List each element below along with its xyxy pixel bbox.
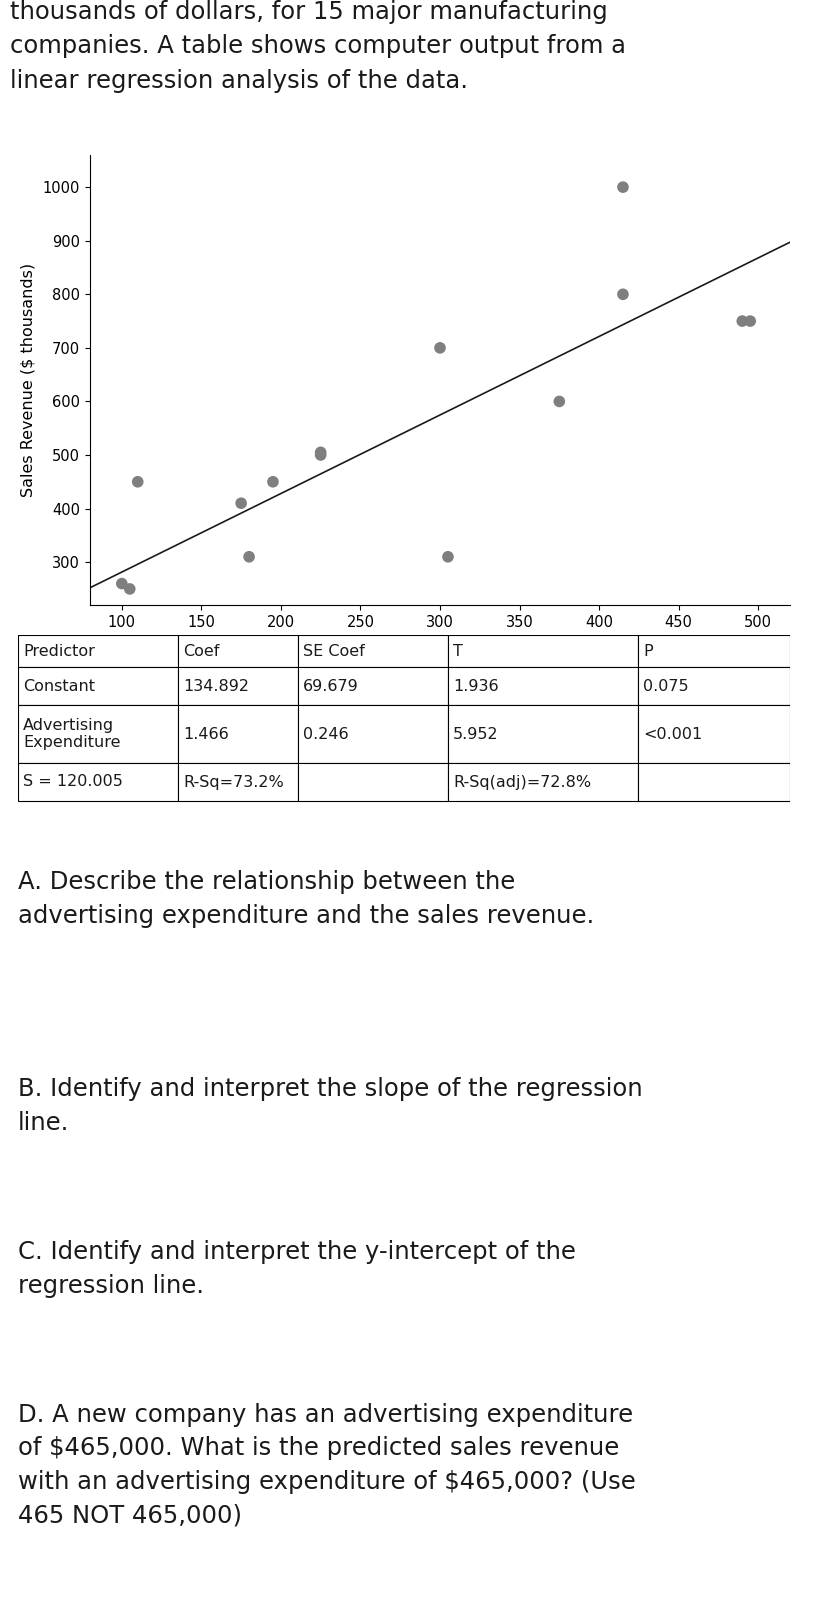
Bar (18, 764, 178, 801)
Point (115, 571, 129, 597)
Text: B. Identify and interpret the slope of the regression
line.: B. Identify and interpret the slope of t… (18, 1078, 643, 1134)
Text: Advertising
Expenditure: Advertising Expenditure (23, 718, 120, 751)
Bar (18, 705, 178, 764)
Bar (638, 667, 790, 705)
X-axis label: Advertising Expenditure ($ thousands): Advertising Expenditure ($ thousands) (285, 636, 595, 652)
Text: D. A new company has an advertising expenditure
of $465,000. What is the predict: D. A new company has an advertising expe… (18, 1403, 635, 1527)
Text: A. Describe the relationship between the
advertising expenditure and the sales r: A. Describe the relationship between the… (18, 870, 595, 927)
Text: 1.466: 1.466 (183, 726, 229, 741)
Text: S = 120.005: S = 120.005 (23, 775, 123, 790)
Bar (298, 634, 448, 667)
Text: 5.952: 5.952 (453, 726, 498, 741)
Point (131, 469, 144, 495)
Text: R-Sq=73.2%: R-Sq=73.2% (183, 775, 284, 790)
Point (441, 544, 454, 570)
Text: R-Sq(adj)=72.8%: R-Sq(adj)=72.8% (453, 775, 591, 790)
Text: 1.936: 1.936 (453, 678, 498, 694)
Text: SE Coef: SE Coef (303, 644, 365, 659)
Bar (638, 634, 790, 667)
Bar (298, 667, 448, 705)
Point (235, 490, 248, 516)
Text: P: P (643, 644, 653, 659)
Bar (638, 705, 790, 764)
Y-axis label: Sales Revenue ($ thousands): Sales Revenue ($ thousands) (21, 264, 36, 497)
Point (242, 544, 256, 570)
Text: thousands of dollars, for 15 major manufacturing
companies. A table shows comput: thousands of dollars, for 15 major manuf… (10, 0, 626, 92)
Point (433, 335, 447, 361)
Text: 0.075: 0.075 (643, 678, 689, 694)
Bar (448, 764, 638, 801)
Point (314, 442, 327, 468)
Text: 134.892: 134.892 (183, 678, 249, 694)
Point (266, 469, 280, 495)
Text: <0.001: <0.001 (643, 726, 702, 741)
Bar (448, 705, 638, 764)
Bar (298, 764, 448, 801)
Point (616, 175, 630, 201)
Text: Constant: Constant (23, 678, 95, 694)
Bar (178, 667, 298, 705)
Bar (298, 705, 448, 764)
Text: T: T (453, 644, 463, 659)
Bar (18, 634, 178, 667)
Bar (178, 705, 298, 764)
Point (123, 576, 136, 602)
Text: 0.246: 0.246 (303, 726, 349, 741)
Bar (448, 667, 638, 705)
Point (314, 440, 327, 466)
Point (743, 307, 757, 333)
Point (553, 388, 566, 414)
Point (736, 307, 749, 333)
Text: Coef: Coef (183, 644, 220, 659)
Bar (18, 667, 178, 705)
Bar (448, 634, 638, 667)
Bar (178, 764, 298, 801)
Text: 69.679: 69.679 (303, 678, 359, 694)
Point (616, 282, 630, 307)
Bar (178, 634, 298, 667)
Text: C. Identify and interpret the y-intercept of the
regression line.: C. Identify and interpret the y-intercep… (18, 1239, 576, 1298)
Bar (638, 764, 790, 801)
Text: Predictor: Predictor (23, 644, 95, 659)
